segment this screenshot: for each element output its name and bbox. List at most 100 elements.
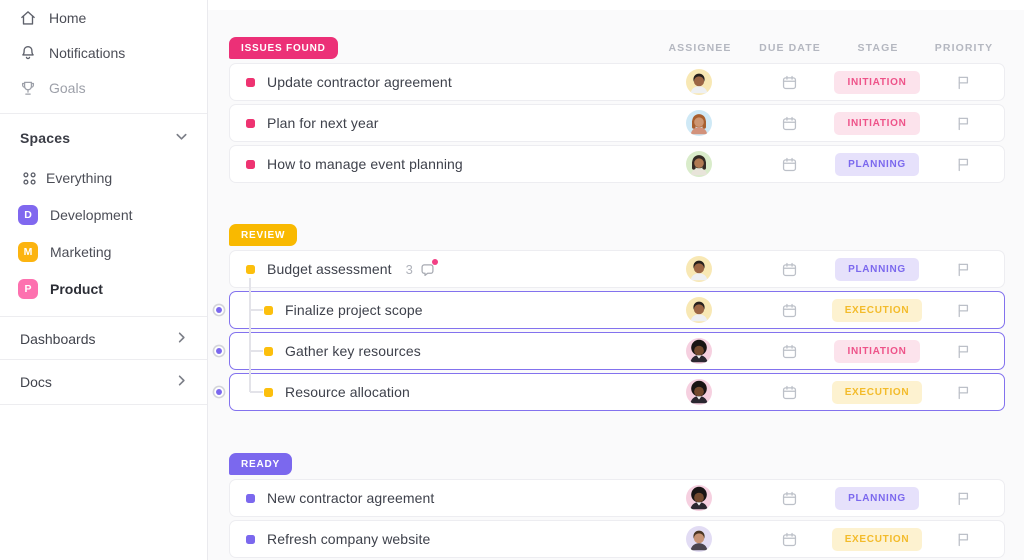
priority-cell[interactable] — [922, 384, 1004, 401]
sidebar-item-development[interactable]: D Development — [0, 205, 207, 225]
task-name[interactable]: Plan for next year — [267, 115, 379, 131]
due-date-cell[interactable] — [746, 531, 832, 548]
stage-cell: INITIATION — [832, 339, 922, 363]
column-header-due-date[interactable]: DUE DATE — [759, 42, 821, 54]
stage-badge[interactable]: PLANNING — [835, 257, 919, 281]
calendar-icon — [782, 262, 796, 276]
due-date-cell[interactable] — [746, 384, 832, 401]
stage-badge[interactable]: INITIATION — [834, 70, 920, 94]
assignee-avatar[interactable] — [686, 69, 712, 95]
stage-badge[interactable]: PLANNING — [835, 152, 919, 176]
task-name[interactable]: Gather key resources — [285, 343, 421, 359]
task-name-cell: Update contractor agreement — [230, 74, 652, 90]
assignee-avatar[interactable] — [686, 256, 712, 282]
assignee-avatar[interactable] — [686, 151, 712, 177]
spaces-header[interactable]: Spaces — [0, 128, 207, 148]
home-icon — [19, 9, 37, 27]
task-row[interactable]: Finalize project scope EXECUTION — [212, 291, 1005, 329]
task-row[interactable]: Gather key resources INITIATION — [212, 332, 1005, 370]
assignee-avatar[interactable] — [686, 297, 712, 323]
priority-cell[interactable] — [922, 115, 1004, 132]
assignee-cell — [652, 485, 746, 511]
stage-badge[interactable]: PLANNING — [835, 486, 919, 510]
task-name[interactable]: Refresh company website — [267, 531, 431, 547]
task-name-cell: Plan for next year — [230, 115, 652, 131]
column-header-stage[interactable]: STAGE — [857, 42, 899, 54]
priority-cell[interactable] — [922, 343, 1004, 360]
priority-cell[interactable] — [922, 74, 1004, 91]
assignee-avatar[interactable] — [686, 379, 712, 405]
task-row[interactable]: Budget assessment 3 PLANNING — [229, 250, 1005, 288]
task-row[interactable]: How to manage event planning PLANNING — [229, 145, 1005, 183]
group-status-badge[interactable]: ISSUES FOUND — [229, 37, 338, 59]
due-date-cell[interactable] — [746, 343, 832, 360]
sidebar-item-label: Development — [50, 207, 133, 223]
sidebar-item-label: Marketing — [50, 244, 112, 260]
priority-cell[interactable] — [922, 261, 1004, 278]
sidebar-item-notifications[interactable]: Notifications — [0, 43, 207, 63]
sidebar-item-everything[interactable]: Everything — [0, 168, 207, 188]
group-rows: New contractor agreement PLANNING Refresh … — [229, 479, 1005, 558]
space-avatar-marketing: M — [18, 242, 38, 262]
stage-badge[interactable]: EXECUTION — [831, 298, 923, 322]
priority-cell[interactable] — [922, 490, 1004, 507]
priority-cell[interactable] — [922, 302, 1004, 319]
task-name[interactable]: Update contractor agreement — [267, 74, 452, 90]
task-row[interactable]: Refresh company website EXECUTION — [229, 520, 1005, 558]
task-name[interactable]: Finalize project scope — [285, 302, 423, 318]
row-selected-radio[interactable] — [212, 344, 226, 358]
priority-cell[interactable] — [922, 156, 1004, 173]
due-date-cell[interactable] — [746, 74, 832, 91]
board-canvas: ASSIGNEE DUE DATE STAGE PRIORITY ISSUES … — [208, 10, 1024, 560]
calendar-icon — [782, 491, 796, 505]
selected-radio-icon — [212, 344, 226, 358]
column-header-assignee[interactable]: ASSIGNEE — [668, 42, 732, 54]
task-name[interactable]: New contractor agreement — [267, 490, 435, 506]
stage-badge[interactable]: EXECUTION — [831, 527, 923, 551]
due-date-cell[interactable] — [746, 490, 832, 507]
assignee-avatar[interactable] — [686, 526, 712, 552]
stage-cell: PLANNING — [832, 486, 922, 510]
sidebar-item-docs[interactable]: Docs — [0, 372, 207, 392]
grid-dots-icon — [20, 169, 38, 187]
sidebar-item-product[interactable]: P Product — [0, 279, 207, 299]
task-name-cell: Resource allocation — [230, 384, 652, 400]
due-date-cell[interactable] — [746, 261, 832, 278]
chevron-right-icon[interactable] — [174, 373, 189, 391]
chevron-down-icon[interactable] — [174, 129, 189, 147]
assignee-avatar[interactable] — [686, 338, 712, 364]
due-date-cell[interactable] — [746, 302, 832, 319]
chevron-right-icon[interactable] — [174, 330, 189, 348]
task-name[interactable]: Budget assessment — [267, 261, 392, 277]
assignee-avatar[interactable] — [686, 485, 712, 511]
task-row[interactable]: New contractor agreement PLANNING — [229, 479, 1005, 517]
priority-cell[interactable] — [922, 531, 1004, 548]
group-status-badge[interactable]: READY — [229, 453, 293, 475]
sidebar-item-home[interactable]: Home — [0, 8, 207, 28]
sidebar-item-marketing[interactable]: M Marketing — [0, 242, 207, 262]
row-selected-radio[interactable] — [212, 385, 226, 399]
group-rows: Budget assessment 3 PLANNING Finalize proje… — [212, 250, 1005, 411]
assignee-avatar[interactable] — [686, 110, 712, 136]
status-bullet — [264, 387, 273, 397]
sidebar-item-goals[interactable]: Goals — [0, 78, 207, 98]
sidebar-item-label: Everything — [46, 170, 113, 186]
due-date-cell[interactable] — [746, 115, 832, 132]
stage-badge[interactable]: INITIATION — [834, 111, 920, 135]
subtask-count[interactable]: 3 — [406, 258, 438, 277]
task-name[interactable]: How to manage event planning — [267, 156, 463, 172]
sidebar-nav: Home Notifications Goals — [0, 0, 207, 98]
due-date-cell[interactable] — [746, 156, 832, 173]
stage-badge[interactable]: INITIATION — [834, 339, 920, 363]
group-status-badge[interactable]: REVIEW — [229, 224, 298, 246]
row-selected-radio[interactable] — [212, 303, 226, 317]
task-row[interactable]: Resource allocation EXECUTION — [212, 373, 1005, 411]
column-header-priority[interactable]: PRIORITY — [934, 42, 994, 54]
calendar-icon — [782, 385, 796, 399]
sidebar-item-label: Goals — [49, 80, 86, 96]
task-name[interactable]: Resource allocation — [285, 384, 410, 400]
task-row[interactable]: Plan for next year INITIATION — [229, 104, 1005, 142]
task-row[interactable]: Update contractor agreement INITIATION — [229, 63, 1005, 101]
stage-badge[interactable]: EXECUTION — [831, 380, 923, 404]
sidebar-item-dashboards[interactable]: Dashboards — [0, 329, 207, 349]
